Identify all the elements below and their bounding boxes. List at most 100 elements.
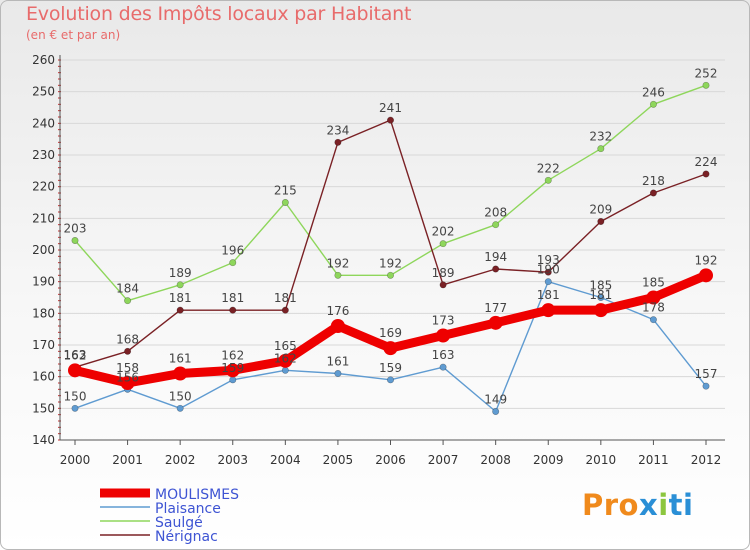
data-point-moulismes xyxy=(225,363,240,378)
y-tick-label: 140 xyxy=(32,433,55,447)
data-point-plaisance xyxy=(649,316,657,324)
y-tick-label: 230 xyxy=(32,148,55,162)
legend-label-plaisance: Plaisance xyxy=(155,501,221,517)
data-point-moulismes xyxy=(330,319,345,333)
data-point-nerignac xyxy=(702,170,710,178)
x-tick-label: 2009 xyxy=(533,453,564,467)
data-label-nerignac: 189 xyxy=(432,266,455,280)
logo-part-1: Pro xyxy=(582,488,639,522)
x-tick-label: 2004 xyxy=(270,453,301,467)
data-label-saulge: 232 xyxy=(589,130,612,144)
data-point-plaisance xyxy=(439,363,447,371)
data-point-moulismes xyxy=(488,315,503,330)
data-point-nerignac xyxy=(229,306,237,314)
data-point-saulge xyxy=(124,297,132,305)
data-label-nerignac: 218 xyxy=(642,174,665,188)
data-point-plaisance xyxy=(386,376,394,384)
x-tick-label: 2010 xyxy=(586,453,617,467)
data-label-saulge: 203 xyxy=(64,222,87,236)
data-label-plaisance: 156 xyxy=(116,370,139,384)
data-label-saulge: 252 xyxy=(695,66,718,80)
data-label-nerignac: 194 xyxy=(484,250,507,264)
data-label-moulismes: 181 xyxy=(589,288,612,302)
data-point-moulismes xyxy=(699,268,713,283)
data-point-moulismes xyxy=(593,303,608,318)
logo-part-2: x xyxy=(638,488,659,522)
data-label-saulge: 222 xyxy=(537,161,560,175)
data-point-plaisance xyxy=(334,369,342,377)
y-tick-label: 170 xyxy=(32,338,55,352)
data-label-saulge: 208 xyxy=(484,206,507,220)
data-label-moulismes: 192 xyxy=(695,253,718,267)
data-label-nerignac: 209 xyxy=(589,203,612,217)
chart-subtitle: (en € et par an) xyxy=(26,28,121,42)
data-label-nerignac: 181 xyxy=(274,291,297,305)
data-point-nerignac xyxy=(492,265,500,273)
data-point-moulismes xyxy=(68,363,82,378)
data-label-moulismes: 176 xyxy=(326,304,349,318)
y-tick-label: 200 xyxy=(32,243,55,257)
data-point-plaisance xyxy=(71,404,79,412)
data-label-nerignac: 241 xyxy=(379,101,402,115)
y-tick-label: 250 xyxy=(32,85,55,99)
data-label-saulge: 196 xyxy=(221,244,244,258)
data-label-plaisance: 149 xyxy=(484,393,507,407)
data-label-plaisance: 185 xyxy=(589,279,612,293)
data-label-saulge: 189 xyxy=(169,266,192,280)
y-tick-label: 260 xyxy=(32,53,55,67)
data-point-saulge xyxy=(649,100,657,108)
data-label-saulge: 192 xyxy=(379,256,402,270)
data-point-saulge xyxy=(176,281,184,289)
data-label-moulismes: 161 xyxy=(169,352,192,366)
data-point-saulge xyxy=(71,237,79,245)
y-tick-label: 220 xyxy=(32,180,55,194)
data-label-plaisance: 178 xyxy=(642,301,665,315)
data-point-saulge xyxy=(544,176,552,184)
data-label-plaisance: 157 xyxy=(695,367,718,381)
data-point-saulge xyxy=(281,199,289,207)
data-label-plaisance: 161 xyxy=(326,355,349,369)
data-label-moulismes: 181 xyxy=(537,288,560,302)
data-label-plaisance: 150 xyxy=(169,389,192,403)
data-label-saulge: 192 xyxy=(326,256,349,270)
data-label-moulismes: 173 xyxy=(432,314,455,328)
x-tick-label: 2005 xyxy=(323,453,354,467)
data-point-plaisance xyxy=(597,293,605,301)
data-point-moulismes xyxy=(646,290,661,305)
data-label-nerignac: 181 xyxy=(221,291,244,305)
x-tick-label: 2007 xyxy=(428,453,459,467)
data-point-moulismes xyxy=(383,341,398,356)
data-point-saulge xyxy=(597,145,605,153)
data-point-plaisance xyxy=(229,376,237,384)
x-tick-label: 2000 xyxy=(60,453,91,467)
data-label-moulismes: 165 xyxy=(274,339,297,353)
data-point-nerignac xyxy=(176,306,184,314)
x-tick-label: 2006 xyxy=(375,453,406,467)
data-label-plaisance: 190 xyxy=(537,263,560,277)
data-point-moulismes xyxy=(278,353,293,368)
data-label-plaisance: 159 xyxy=(221,361,244,375)
x-tick-label: 2001 xyxy=(112,453,143,467)
data-point-saulge xyxy=(702,81,710,89)
data-point-nerignac xyxy=(386,116,394,124)
data-point-moulismes xyxy=(436,328,451,343)
data-label-nerignac: 193 xyxy=(537,253,560,267)
data-label-plaisance: 159 xyxy=(379,361,402,375)
data-point-plaisance xyxy=(544,278,552,286)
x-tick-label: 2012 xyxy=(691,453,722,467)
y-tick-label: 240 xyxy=(32,116,55,130)
data-label-plaisance: 150 xyxy=(64,389,87,403)
x-tick-label: 2008 xyxy=(480,453,511,467)
data-label-saulge: 202 xyxy=(432,225,455,239)
data-label-moulismes: 162 xyxy=(64,348,87,362)
data-point-nerignac xyxy=(281,306,289,314)
data-point-nerignac xyxy=(439,281,447,289)
proxiti-logo: Proxiti xyxy=(582,488,693,522)
data-point-nerignac xyxy=(544,268,552,276)
data-label-saulge: 246 xyxy=(642,85,665,99)
data-label-nerignac: 234 xyxy=(326,123,349,137)
x-tick-label: 2003 xyxy=(217,453,248,467)
data-label-plaisance: 163 xyxy=(432,348,455,362)
data-point-moulismes xyxy=(541,303,556,318)
legend-label-moulismes: MOULISMES xyxy=(155,487,239,503)
